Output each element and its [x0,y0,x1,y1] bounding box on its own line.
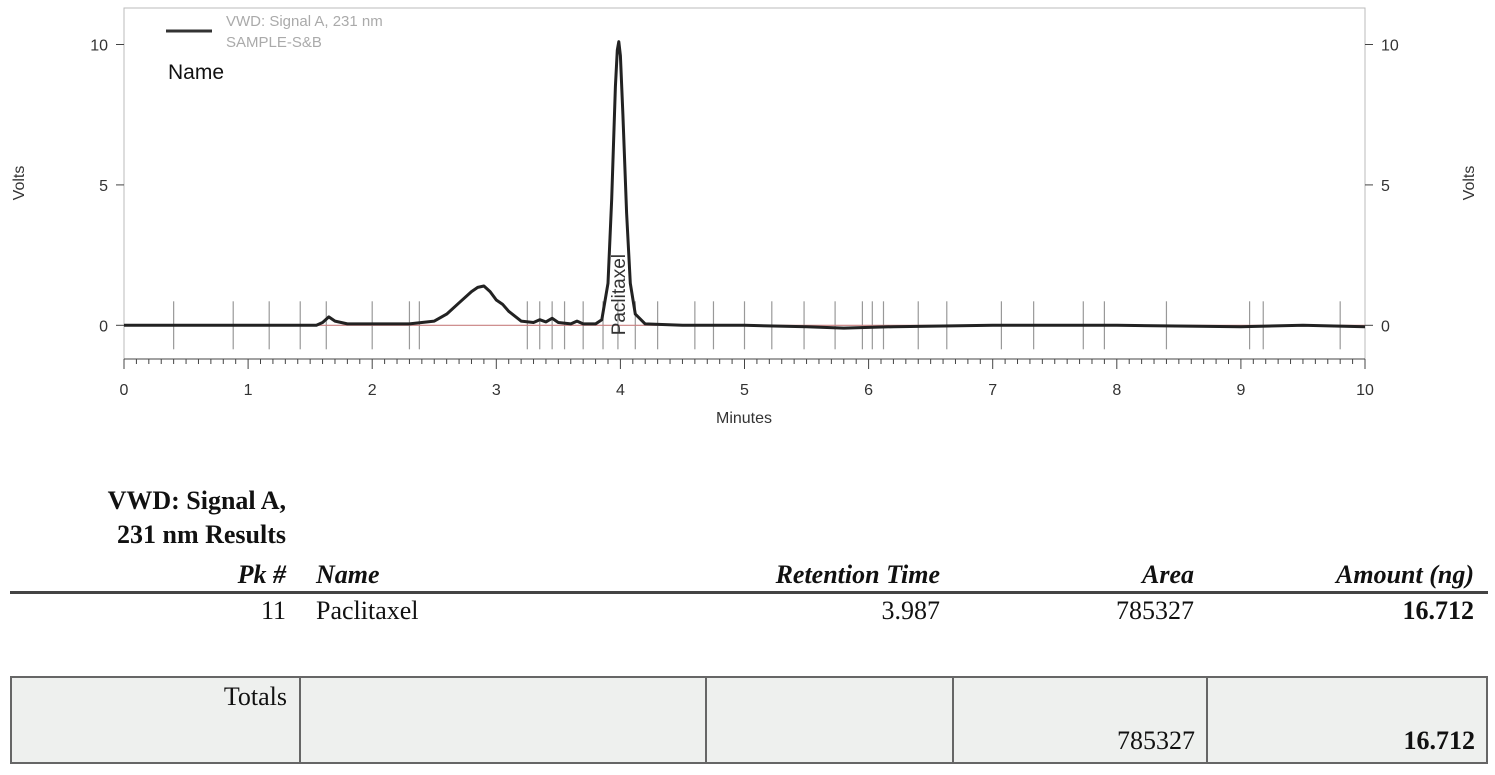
y-axis-label-left: Volts [11,166,28,201]
x-tick-label: 0 [120,382,129,399]
totals-divider [705,678,707,762]
legend-signal: VWD: Signal A, 231 nm [226,13,383,30]
legend-sample: SAMPLE-S&B [226,34,322,51]
x-tick-label: 9 [1236,382,1245,399]
y-axis-right: 0 5 10 [1365,38,1399,335]
chromatogram-chart: 0 1 2 3 4 5 6 7 8 9 10 0 5 10 0 5 10 Minutes Volts Vol… [11,7,1478,427]
x-tick-label: 5 [740,382,749,399]
header-rule [10,591,1488,594]
totals-box: Totals 785327 16.712 [10,676,1488,764]
totals-divider [1206,678,1208,762]
x-axis: 0 1 2 3 4 5 6 7 8 9 10 [120,358,1374,399]
header-area: Area [1142,560,1194,589]
legend-name-label: Name [168,61,224,84]
legend: VWD: Signal A, 231 nm SAMPLE-S&B Name [166,13,383,84]
results-title-line2: 231 nm Results [116,520,286,549]
row-name: Paclitaxel [316,596,419,625]
x-tick-label: 10 [1356,382,1374,399]
x-tick-label: 2 [368,382,377,399]
header-amount: Amount (ng) [1336,560,1474,589]
x-tick-label: 3 [492,382,501,399]
results-title: VWD: Signal A, 231 nm Results [76,484,286,552]
x-tick-label: 8 [1112,382,1121,399]
x-axis-label: Minutes [716,410,772,427]
totals-divider [299,678,301,762]
x-tick-label: 6 [864,382,873,399]
y-tick-label-right: 5 [1381,178,1390,195]
peak-label: Paclitaxel [609,254,630,335]
row-area: 785327 [1116,596,1194,625]
header-name: Name [316,560,380,589]
totals-label: Totals [223,682,287,711]
results-title-line1: VWD: Signal A, [107,486,286,515]
totals-amount: 16.712 [1403,726,1476,755]
signal-trace [124,40,1366,330]
y-tick-label-left: 0 [99,318,108,335]
row-pk: 11 [260,596,286,625]
x-tick-label: 7 [988,382,997,399]
row-retention-time: 3.987 [881,596,941,625]
totals-divider [952,678,954,762]
y-tick-label-right: 10 [1381,38,1399,55]
x-tick-label: 4 [616,382,625,399]
header-pk: Pk # [237,560,286,589]
y-axis-label-right: Volts [1461,166,1478,201]
y-tick-label-right: 0 [1381,318,1390,335]
y-axis-left: 0 5 10 [90,38,124,335]
totals-area: 785327 [1117,726,1195,755]
y-tick-label-left: 5 [99,178,108,195]
header-retention-time: Retention Time [775,560,940,589]
y-tick-label-left: 10 [90,38,108,55]
row-amount: 16.712 [1402,596,1475,625]
x-tick-label: 1 [244,382,253,399]
